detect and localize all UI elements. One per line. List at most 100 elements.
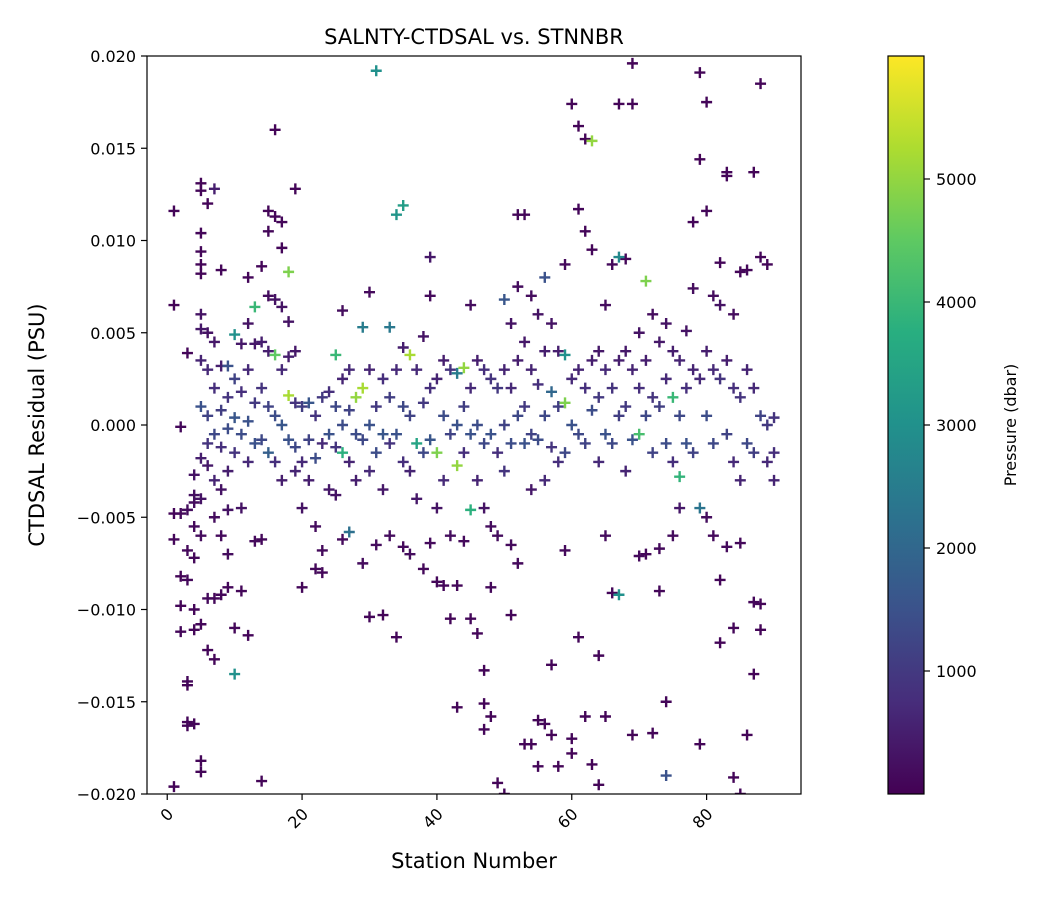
data-point	[181, 574, 193, 586]
data-point	[626, 729, 638, 741]
data-point	[606, 437, 618, 449]
data-point	[222, 360, 234, 372]
data-point	[195, 258, 207, 270]
data-point	[168, 205, 180, 217]
data-point	[175, 626, 187, 638]
data-point	[599, 299, 611, 311]
scatter-points	[168, 57, 780, 794]
data-point	[579, 133, 591, 145]
data-point	[397, 342, 409, 354]
data-point	[262, 447, 274, 459]
data-point	[424, 537, 436, 549]
data-point	[235, 338, 247, 350]
data-point	[451, 580, 463, 592]
data-point	[208, 653, 220, 665]
data-point	[235, 428, 247, 440]
data-point	[269, 124, 281, 136]
data-point	[498, 294, 510, 306]
data-point	[262, 401, 274, 413]
data-point	[195, 618, 207, 630]
data-point	[235, 502, 247, 514]
data-point	[175, 421, 187, 433]
data-point	[748, 382, 760, 394]
data-point	[532, 434, 544, 446]
data-point	[761, 419, 773, 431]
data-point	[215, 264, 227, 276]
data-point	[755, 624, 767, 636]
data-point	[181, 504, 193, 516]
x-axis-label: Station Number	[391, 849, 557, 873]
y-tick-label: −0.020	[77, 785, 136, 804]
data-point	[363, 611, 375, 623]
data-point	[599, 428, 611, 440]
data-point	[330, 401, 342, 413]
data-point	[701, 410, 713, 422]
data-point	[694, 502, 706, 514]
data-point	[384, 321, 396, 333]
data-point	[215, 589, 227, 601]
data-point	[626, 98, 638, 110]
data-point	[755, 598, 767, 610]
data-point	[222, 465, 234, 477]
data-point	[471, 474, 483, 486]
data-point	[188, 520, 200, 532]
data-point	[714, 299, 726, 311]
data-point	[579, 711, 591, 723]
data-point	[573, 364, 585, 376]
data-point	[343, 364, 355, 376]
data-point	[667, 345, 679, 357]
data-point	[242, 318, 254, 330]
data-point	[573, 631, 585, 643]
data-point	[579, 225, 591, 237]
data-point	[741, 264, 753, 276]
data-point	[579, 437, 591, 449]
data-point	[721, 541, 733, 553]
data-point	[424, 382, 436, 394]
data-point	[707, 364, 719, 376]
colorbar-tick-label: 4000	[936, 293, 977, 312]
data-point	[458, 447, 470, 459]
data-point	[559, 258, 571, 270]
data-point	[202, 644, 214, 656]
data-point	[653, 585, 665, 597]
data-point	[613, 589, 625, 601]
data-point	[195, 354, 207, 366]
data-point	[599, 530, 611, 542]
data-point	[215, 404, 227, 416]
data-point	[707, 290, 719, 302]
data-point	[471, 627, 483, 639]
data-point	[215, 530, 227, 542]
y-tick-label: 0.010	[90, 232, 136, 251]
data-point	[289, 441, 301, 453]
data-point	[276, 364, 288, 376]
data-point	[559, 397, 571, 409]
data-point	[714, 257, 726, 269]
data-point	[283, 434, 295, 446]
data-point	[512, 209, 524, 221]
data-point	[701, 205, 713, 217]
data-point	[492, 530, 504, 542]
data-point	[363, 286, 375, 298]
data-point	[579, 382, 591, 394]
data-point	[647, 308, 659, 320]
colorbar-tick-label: 5000	[936, 170, 977, 189]
data-point	[181, 720, 193, 732]
data-point	[546, 318, 558, 330]
data-point	[168, 781, 180, 793]
data-point	[451, 419, 463, 431]
data-point	[256, 533, 268, 545]
data-point	[195, 227, 207, 239]
data-point	[768, 474, 780, 486]
data-point	[505, 539, 517, 551]
data-point	[701, 96, 713, 108]
data-point	[741, 364, 753, 376]
y-tick-label: −0.010	[77, 601, 136, 620]
data-point	[181, 347, 193, 359]
data-point	[586, 758, 598, 770]
data-point	[680, 325, 692, 337]
data-point	[573, 428, 585, 440]
colorbar-axis: 1000 2000 3000 4000 5000	[924, 170, 977, 681]
data-point	[734, 266, 746, 278]
data-point	[505, 437, 517, 449]
data-point	[734, 788, 746, 794]
